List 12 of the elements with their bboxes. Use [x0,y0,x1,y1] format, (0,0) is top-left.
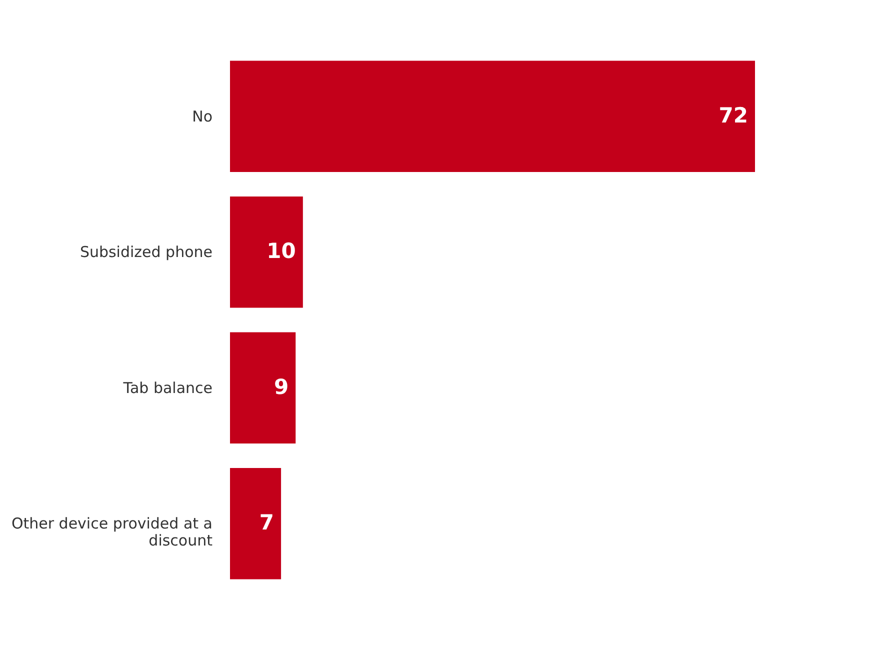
data-label: 9 [274,374,289,399]
y-tick-label: Tab balance [122,378,212,397]
bar [230,468,282,580]
y-tick-label: Other device provided at a discount [11,514,213,550]
bar [230,60,755,172]
data-label: 72 [718,103,748,128]
data-label: 10 [266,239,296,264]
y-tick-label: Subsidized phone [80,243,212,262]
data-label: 7 [259,510,274,535]
bar [230,196,303,308]
bar [230,332,296,444]
y-tick-label: No [192,107,212,126]
